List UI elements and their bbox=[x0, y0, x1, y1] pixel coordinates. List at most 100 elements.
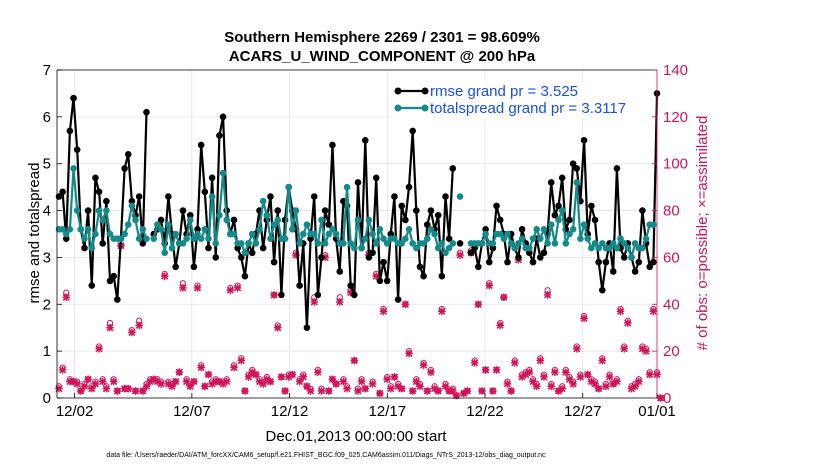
spread-point bbox=[573, 179, 581, 186]
rmse-point bbox=[70, 94, 77, 102]
obs-assimilated-marker bbox=[434, 387, 443, 395]
rmse-point bbox=[92, 174, 99, 182]
obs-assimilated-marker bbox=[335, 298, 344, 306]
obs-assimilated-marker bbox=[390, 373, 399, 381]
obs-assimilated-marker bbox=[270, 291, 278, 299]
spread-point bbox=[139, 226, 147, 233]
spread-point bbox=[325, 230, 333, 238]
obs-assimilated-marker bbox=[605, 373, 614, 381]
spread-point bbox=[296, 240, 303, 247]
axes: 0 1 2 3 4 5 6 7 0 20 40 60 80 100 120 140 12/02 12/07 12/1… bbox=[43, 62, 688, 420]
right-tick-label: 20 bbox=[663, 343, 680, 360]
obs-assimilated-marker bbox=[190, 377, 198, 386]
legend-box bbox=[394, 82, 652, 118]
obs-assimilated-marker bbox=[113, 387, 122, 395]
obs-assimilated-marker bbox=[598, 356, 607, 365]
legend-rmse-marker bbox=[394, 87, 402, 95]
right-tick-label: 80 bbox=[663, 203, 680, 220]
rmse-point bbox=[438, 272, 446, 280]
spread-point bbox=[157, 226, 165, 233]
obs-assimilated-marker bbox=[357, 377, 366, 386]
rmse-point bbox=[128, 197, 136, 205]
obs-assimilated-marker bbox=[109, 377, 118, 386]
rmse-point bbox=[237, 254, 245, 261]
obs-assimilated-marker bbox=[620, 345, 628, 353]
spread-point bbox=[73, 207, 81, 214]
spread-point bbox=[599, 240, 606, 247]
spread-point bbox=[398, 240, 406, 247]
rmse-point bbox=[329, 141, 336, 149]
spread-point bbox=[547, 221, 555, 228]
rmse-point bbox=[449, 165, 457, 172]
rmse-point bbox=[157, 216, 165, 224]
obs-assimilated-marker bbox=[325, 387, 333, 395]
obs-assimilated-marker bbox=[500, 293, 508, 302]
x-tick-label: 12/02 bbox=[56, 403, 94, 420]
rmse-point bbox=[234, 244, 241, 252]
left-tick-label: 5 bbox=[43, 156, 51, 173]
obs-assimilated-marker bbox=[572, 345, 581, 353]
rmse-point bbox=[413, 207, 420, 214]
spread-point bbox=[639, 244, 646, 252]
rmse-point bbox=[278, 291, 285, 299]
spread-point bbox=[81, 235, 88, 242]
spread-point bbox=[92, 230, 99, 238]
rmse-point bbox=[529, 258, 537, 266]
rmse-point bbox=[409, 127, 416, 135]
spread-point bbox=[259, 197, 267, 205]
legend: rmse grand pr = 3.525 totalspread grand … bbox=[394, 82, 652, 118]
obs-assimilated-marker bbox=[273, 323, 282, 332]
spread-point bbox=[292, 207, 300, 214]
obs-assimilated-marker bbox=[314, 368, 322, 377]
obs-assimilated-marker bbox=[562, 368, 570, 377]
rmse-point bbox=[216, 132, 223, 139]
left-tick-label: 7 bbox=[43, 62, 51, 79]
spread-point bbox=[351, 244, 358, 252]
rmse-point bbox=[515, 254, 522, 261]
obs-assimilated-marker bbox=[91, 380, 100, 388]
obs-assimilated-marker bbox=[492, 366, 501, 374]
rmse-point bbox=[558, 174, 566, 182]
obs-assimilated-marker bbox=[98, 377, 107, 386]
spread-point bbox=[267, 235, 274, 242]
obs-assimilated-marker bbox=[204, 370, 213, 379]
spread-point bbox=[562, 240, 570, 247]
rmse-point bbox=[387, 230, 395, 238]
rmse-point bbox=[99, 240, 107, 247]
obs-assimilated-marker bbox=[241, 387, 249, 395]
spread-point bbox=[285, 183, 292, 191]
obs-assimilated-marker bbox=[299, 373, 308, 381]
spread-point bbox=[569, 226, 577, 233]
spread-point bbox=[99, 216, 107, 224]
rmse-point bbox=[325, 221, 333, 228]
spread-point bbox=[540, 226, 548, 233]
obs-assimilated-marker bbox=[157, 380, 165, 388]
rmse-point bbox=[186, 211, 194, 219]
rmse-point bbox=[639, 207, 646, 214]
obs-assimilated-marker bbox=[233, 284, 242, 292]
spread-point bbox=[500, 235, 508, 242]
spread-point bbox=[186, 216, 194, 224]
rmse-point bbox=[88, 282, 96, 289]
spread-point bbox=[219, 169, 227, 177]
spread-point bbox=[168, 244, 176, 252]
obs-assimilated-marker bbox=[310, 298, 319, 306]
obs-assimilated-marker bbox=[58, 366, 67, 374]
spread-point bbox=[537, 235, 544, 242]
spread-point bbox=[252, 240, 260, 247]
rmse-point bbox=[427, 207, 435, 214]
obs-assimilated-marker bbox=[547, 382, 556, 391]
x-tick-label: 12/22 bbox=[466, 403, 504, 420]
spread-point bbox=[103, 207, 110, 214]
spread-point bbox=[216, 211, 223, 219]
rmse-point bbox=[467, 249, 475, 257]
spread-point bbox=[361, 235, 369, 242]
rmse-point bbox=[307, 235, 314, 242]
spread-point bbox=[223, 216, 230, 224]
spread-point bbox=[489, 240, 497, 247]
rmse-point bbox=[442, 193, 449, 200]
spread-point bbox=[431, 230, 438, 238]
spread-point bbox=[609, 240, 617, 247]
rmse-point bbox=[475, 263, 482, 271]
spread-point bbox=[343, 183, 351, 191]
